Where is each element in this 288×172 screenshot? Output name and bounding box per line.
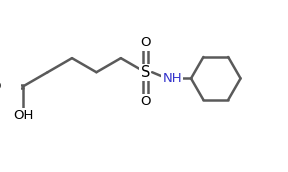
Text: O: O	[140, 36, 151, 50]
Text: O: O	[140, 95, 151, 108]
Text: O: O	[0, 80, 1, 93]
Text: S: S	[141, 65, 150, 80]
Text: OH: OH	[13, 109, 33, 122]
Text: NH: NH	[162, 72, 182, 85]
